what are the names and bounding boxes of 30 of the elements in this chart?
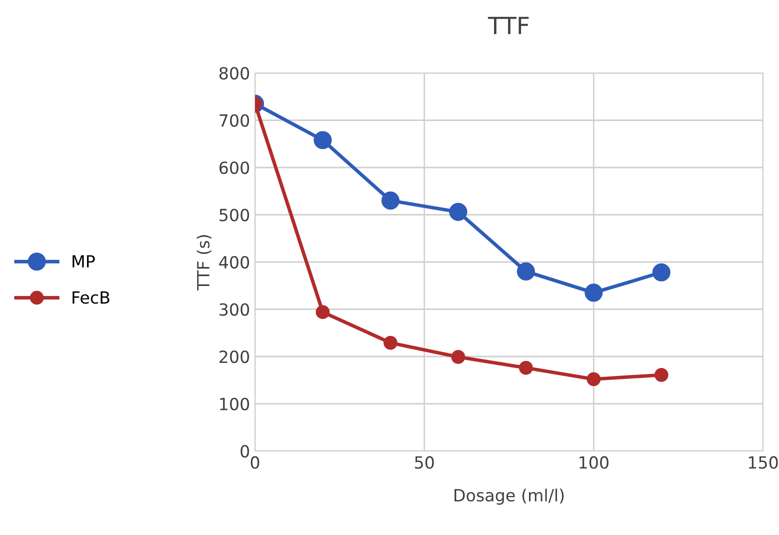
point [314,131,332,150]
point [652,263,670,282]
legend-label: FecB [72,291,110,304]
point [449,202,468,221]
y-tick-label: 400 [219,256,250,269]
y-tick-label: 200 [220,350,250,364]
x-tick-label: 50 [415,456,434,469]
y-tick-label: 600 [219,161,250,174]
point [586,372,601,386]
y-tick-label: 0 [240,444,250,458]
legend-label: MP [72,255,95,268]
chart-title: TTF [488,16,529,34]
y-tick-label: 500 [220,208,250,222]
point [584,284,603,302]
point [516,262,535,280]
point [381,192,400,210]
point [316,305,330,320]
y-axis-title: TTF (s) [196,235,212,290]
y-tick-label: 700 [220,114,250,127]
x-tick-label: 100 [580,456,608,469]
y-tick-label: 800 [219,66,250,80]
point [654,368,668,382]
x-tick-label: 150 [748,456,778,469]
y-tick-label: 300 [220,303,250,316]
x-axis-title: Dosage (ml/l) [454,488,564,505]
point [451,350,466,364]
point [518,360,533,375]
point [384,336,398,350]
x-tick-label: 0 [250,456,260,469]
y-tick-label: 100 [220,398,250,410]
